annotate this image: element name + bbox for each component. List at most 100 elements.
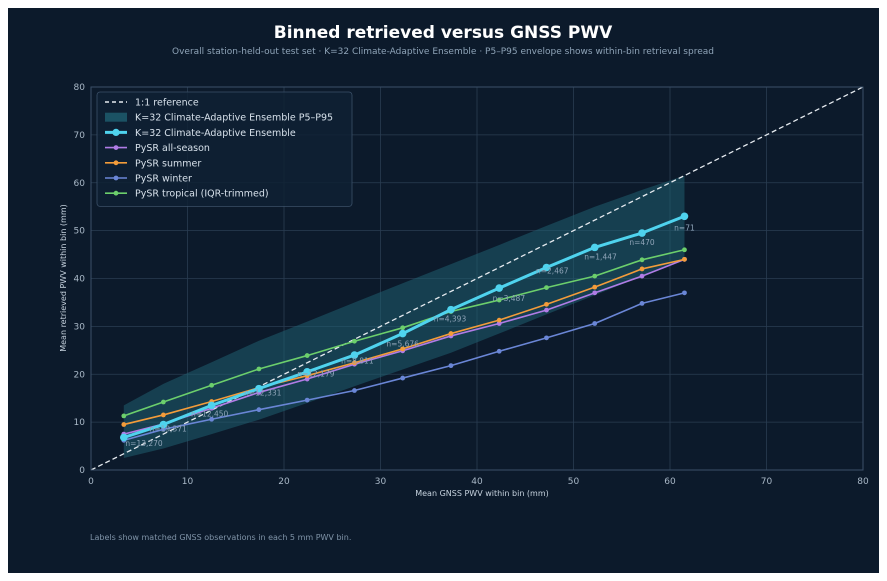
series-0-point-7 bbox=[447, 305, 455, 314]
series-3-point-2 bbox=[209, 416, 215, 422]
plot-border bbox=[90, 86, 864, 471]
series-4-point-1 bbox=[160, 399, 166, 405]
series-3-point-6 bbox=[400, 375, 406, 381]
count-annotation-5: n=8,811 bbox=[341, 357, 374, 366]
series-4-point-10 bbox=[592, 273, 598, 279]
series-0-point-5 bbox=[350, 351, 359, 359]
series-1-point-10 bbox=[592, 290, 598, 296]
axes: 0 10 20 30 40 50 60 70 80 0 10 20 30 40 50 60 70 80 bbox=[74, 83, 869, 487]
series-4-point-4 bbox=[304, 353, 310, 358]
count-annotation-1: n=19,371 bbox=[150, 425, 188, 434]
y-tick-label-3: 30 bbox=[74, 322, 86, 332]
series-4-point-9 bbox=[544, 285, 549, 290]
figure-frame: Binned retrieved versus GNSS PWV Overall… bbox=[8, 8, 879, 573]
y-tick-label-6: 60 bbox=[74, 179, 86, 189]
series-4-point-0 bbox=[121, 413, 127, 419]
series-0-point-1 bbox=[159, 420, 168, 429]
legend-label-1: K=32 Climate-Adaptive Ensemble P5–P95 bbox=[135, 113, 333, 124]
x-tick-label-0: 0 bbox=[88, 477, 94, 487]
legend-swatch-1 bbox=[105, 112, 127, 122]
series-2-point-10 bbox=[592, 284, 598, 290]
series-2-point-9 bbox=[544, 301, 549, 307]
x-tick-label-5: 50 bbox=[568, 477, 580, 487]
series-0-point-2 bbox=[207, 401, 216, 410]
series-0-point-12 bbox=[680, 212, 689, 221]
series-2-point-11 bbox=[639, 266, 645, 272]
count-annotation-11: n=470 bbox=[629, 238, 655, 247]
series-4-point-5 bbox=[352, 338, 357, 344]
series-4-point-2 bbox=[209, 382, 215, 388]
y-tick-label-5: 50 bbox=[74, 227, 86, 237]
legend-marker-6 bbox=[113, 190, 119, 196]
y-tick-label-1: 10 bbox=[74, 418, 86, 428]
series-2-point-12 bbox=[682, 256, 687, 262]
legend-marker-5 bbox=[113, 175, 119, 181]
series-0-point-11 bbox=[638, 229, 646, 237]
count-annotation-4: n=12,179 bbox=[297, 370, 335, 379]
series-1-point-9 bbox=[544, 307, 549, 313]
series-0-point-4 bbox=[303, 368, 311, 376]
series-0-point-6 bbox=[398, 329, 407, 338]
series-0-point-3 bbox=[255, 384, 263, 393]
series-0-point-8 bbox=[495, 284, 503, 292]
chart-canvas: Binned retrieved versus GNSS PWV Overall… bbox=[59, 23, 869, 542]
count-annotation-9: n=2,467 bbox=[536, 267, 569, 276]
series-3-point-5 bbox=[352, 388, 357, 393]
legend-label-2: K=32 Climate-Adaptive Ensemble bbox=[135, 128, 296, 139]
series-4-point-8 bbox=[496, 297, 502, 303]
series-3-point-4 bbox=[304, 397, 310, 403]
legend-marker-2 bbox=[112, 128, 120, 136]
y-tick-label-7: 70 bbox=[74, 131, 86, 141]
series-0-point-9 bbox=[542, 263, 551, 272]
series-4-point-12 bbox=[682, 247, 687, 253]
legend-label-0: 1:1 reference bbox=[135, 98, 199, 109]
series-2-point-8 bbox=[496, 317, 502, 323]
legend-label-4: PySR summer bbox=[135, 158, 201, 169]
legend-label-5: PySR winter bbox=[135, 174, 192, 185]
legend: 1:1 reference K=32 Climate-Adaptive Ensem… bbox=[96, 91, 353, 207]
y-tick-label-2: 20 bbox=[74, 370, 86, 380]
series-3-point-3 bbox=[256, 407, 262, 413]
count-annotation-7: n=4,393 bbox=[434, 315, 467, 324]
legend-label-6: PySR tropical (IQR-trimmed) bbox=[135, 189, 269, 200]
series-3-point-8 bbox=[496, 348, 502, 354]
chart-title: Binned retrieved versus GNSS PWV bbox=[274, 23, 613, 43]
x-tick-label-3: 30 bbox=[375, 477, 387, 487]
count-annotation-10: n=1,447 bbox=[584, 252, 617, 261]
y-tick-label-8: 80 bbox=[74, 83, 86, 93]
series-layer bbox=[120, 212, 689, 443]
legend-marker-4 bbox=[113, 160, 119, 166]
series-4-point-6 bbox=[400, 325, 406, 331]
y-axis-label: Mean retrieved PWV within bin (mm) bbox=[59, 204, 68, 352]
y-tick-label-0: 0 bbox=[79, 466, 85, 476]
count-annotation-12: n=71 bbox=[674, 224, 695, 233]
y-tick-label-4: 40 bbox=[74, 275, 86, 285]
x-axis-label: Mean GNSS PWV within bin (mm) bbox=[415, 489, 549, 498]
x-tick-label-1: 10 bbox=[182, 477, 194, 487]
series-4-point-3 bbox=[256, 366, 262, 372]
legend-marker-3 bbox=[113, 145, 119, 151]
series-3-point-11 bbox=[639, 300, 645, 306]
series-4-point-11 bbox=[639, 257, 645, 263]
count-annotation-2: n=12,450 bbox=[191, 409, 229, 418]
series-3-point-7 bbox=[448, 363, 454, 369]
series-2-point-1 bbox=[160, 412, 166, 418]
series-0-point-0 bbox=[120, 433, 128, 442]
series-2-point-0 bbox=[121, 422, 127, 427]
series-2-point-7 bbox=[448, 331, 454, 336]
chart-subtitle: Overall station-held-out test set · K=32… bbox=[172, 47, 714, 57]
legend-label-3: PySR all-season bbox=[135, 143, 210, 154]
series-3-point-9 bbox=[544, 335, 549, 341]
series-1-point-8 bbox=[496, 321, 502, 326]
x-tick-label-6: 60 bbox=[664, 477, 676, 487]
series-1-point-11 bbox=[639, 273, 645, 279]
count-annotation-0: n=13,270 bbox=[125, 439, 163, 448]
x-tick-label-7: 70 bbox=[761, 477, 773, 487]
count-annotation-6: n=5,676 bbox=[386, 339, 419, 348]
series-2-point-5 bbox=[352, 360, 357, 366]
count-annotation-3: n=12,331 bbox=[244, 388, 282, 397]
series-0-point-10 bbox=[590, 243, 599, 252]
count-annotation-8: n=3,487 bbox=[493, 294, 526, 303]
x-tick-label-8: 80 bbox=[857, 477, 869, 487]
